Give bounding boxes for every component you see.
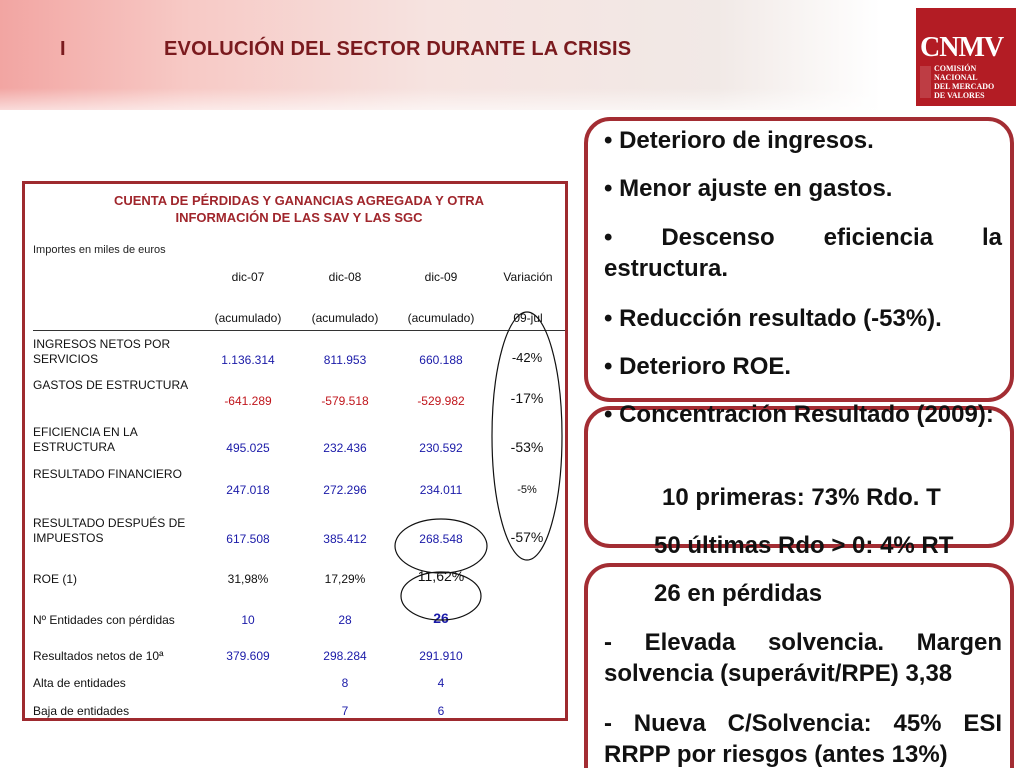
bullet-10-primeras: 10 primeras: 73% Rdo. T: [662, 484, 941, 511]
cell-baja-dic08: 7: [341, 704, 349, 718]
cell-gastos-dic07: -641.289: [224, 394, 272, 408]
col-sub-variacion: 09-jul: [513, 311, 543, 325]
cell-gastos-dic08: -579.518: [321, 394, 369, 408]
col-sub-dic07: (acumulado): [214, 311, 282, 325]
var-ingresos: -42%: [511, 350, 543, 365]
row-label-resultado: RESULTADO DESPUÉS DE IMPUESTOS: [33, 516, 186, 545]
header-rule: [33, 330, 565, 331]
bullet-box-1: [584, 117, 1014, 402]
cell-ingresos-dic08: 811.953: [323, 353, 367, 367]
row-label-perdidas: Nº Entidades con pérdidas: [33, 613, 175, 627]
bullet-eficiencia: • Descenso eficiencia la estructura.: [604, 224, 1002, 282]
cell-alta-dic08: 8: [341, 676, 349, 690]
cell-ingresos-dic09: 660.188: [419, 353, 463, 367]
bullet-solvencia: - Elevada solvencia. Margen solvencia (s…: [604, 629, 1002, 687]
cell-baja-dic09: 6: [437, 704, 445, 718]
bullet-nueva-circular: - Nueva C/Solvencia: 45% ESI RRPP por ri…: [604, 710, 1002, 768]
var-financiero: -5%: [517, 484, 537, 496]
bullet-box-3: [584, 563, 1014, 768]
cell-eficiencia-dic09: 230.592: [419, 441, 463, 455]
cell-perdidas-dic07: 10: [241, 613, 255, 627]
cnmv-logo: CNMV COMISIÓN NACIONAL DEL MERCADO DE VA…: [916, 8, 1016, 106]
bullet-concentracion: • Concentración Resultado (2009):: [604, 401, 994, 428]
cell-ingresos-dic07: 1.136.314: [221, 353, 275, 367]
table-units: Importes en miles de euros: [33, 244, 166, 256]
bullet-roe: • Deterioro ROE.: [604, 353, 792, 380]
logo-bar: [920, 66, 931, 98]
col-header-variacion: Variación: [503, 270, 553, 284]
cell-financiero-dic08: 272.296: [323, 483, 367, 497]
var-gastos: -17%: [510, 390, 544, 406]
row-label-financiero: RESULTADO FINANCIERO: [33, 467, 182, 481]
row-label-baja: Baja de entidades: [33, 704, 130, 718]
cell-alta-dic09: 4: [437, 676, 445, 690]
cell-resultado-dic07: 617.508: [226, 532, 270, 546]
cell-resultado-dic08: 385.412: [323, 532, 367, 546]
cell-eficiencia-dic07: 495.025: [226, 441, 270, 455]
cell-perdidas-dic09: 26: [433, 610, 449, 626]
cell-resultado-dic09: 268.548: [419, 532, 463, 546]
section-number: I: [60, 38, 66, 60]
logo-brand: CNMV: [920, 32, 1004, 63]
header-band: [0, 0, 1024, 110]
cell-roe-dic08: 17,29%: [324, 572, 366, 586]
logo-subtitle: COMISIÓN NACIONAL DEL MERCADO DE VALORES: [934, 64, 995, 100]
cell-roe-dic07: 31,98%: [227, 572, 269, 586]
col-header-dic09: dic-09: [424, 270, 458, 284]
bullet-gastos: • Menor ajuste en gastos.: [604, 175, 893, 202]
cell-roe-dic09: 11,62%: [417, 568, 465, 584]
row-label-gastos: GASTOS DE ESTRUCTURA: [33, 378, 189, 392]
bullet-ingresos: • Deterioro de ingresos.: [604, 127, 874, 154]
col-sub-dic08: (acumulado): [311, 311, 379, 325]
row-label-resultados-10: Resultados netos de 10ª: [33, 649, 164, 663]
row-label-roe: ROE (1): [33, 572, 78, 586]
table-title: CUENTA DE PÉRDIDAS Y GANANCIAS AGREGADA …: [113, 193, 485, 225]
row-label-alta: Alta de entidades: [33, 676, 126, 690]
pl-table-panel: CUENTA DE PÉRDIDAS Y GANANCIAS AGREGADA …: [22, 181, 568, 721]
row-label-eficiencia: EFICIENCIA EN LA ESTRUCTURA: [33, 425, 138, 454]
bullet-50-ultimas: 50 últimas Rdo > 0: 4% RT: [654, 532, 954, 559]
col-header-dic08: dic-08: [328, 270, 362, 284]
var-eficiencia: -53%: [510, 439, 544, 455]
row-label-ingresos: INGRESOS NETOS POR SERVICIOS: [33, 337, 171, 366]
cell-gastos-dic09: -529.982: [417, 394, 465, 408]
cell-resultados10-dic09: 291.910: [419, 649, 463, 663]
cell-financiero-dic07: 247.018: [226, 483, 270, 497]
var-resultado: -57%: [510, 529, 544, 545]
bullet-resultado: • Reducción resultado (-53%).: [604, 305, 942, 332]
cell-eficiencia-dic08: 232.436: [323, 441, 367, 455]
cell-financiero-dic09: 234.011: [419, 483, 463, 497]
bullet-26-perdidas: 26 en pérdidas: [654, 580, 823, 607]
cell-resultados10-dic08: 298.284: [323, 649, 367, 663]
col-header-dic07: dic-07: [231, 270, 265, 284]
bullet-box-2: [584, 406, 1014, 548]
cell-perdidas-dic08: 28: [338, 613, 352, 627]
page-title: EVOLUCIÓN DEL SECTOR DURANTE LA CRISIS: [164, 38, 632, 60]
cell-resultados10-dic07: 379.609: [226, 649, 270, 663]
col-sub-dic09: (acumulado): [407, 311, 475, 325]
